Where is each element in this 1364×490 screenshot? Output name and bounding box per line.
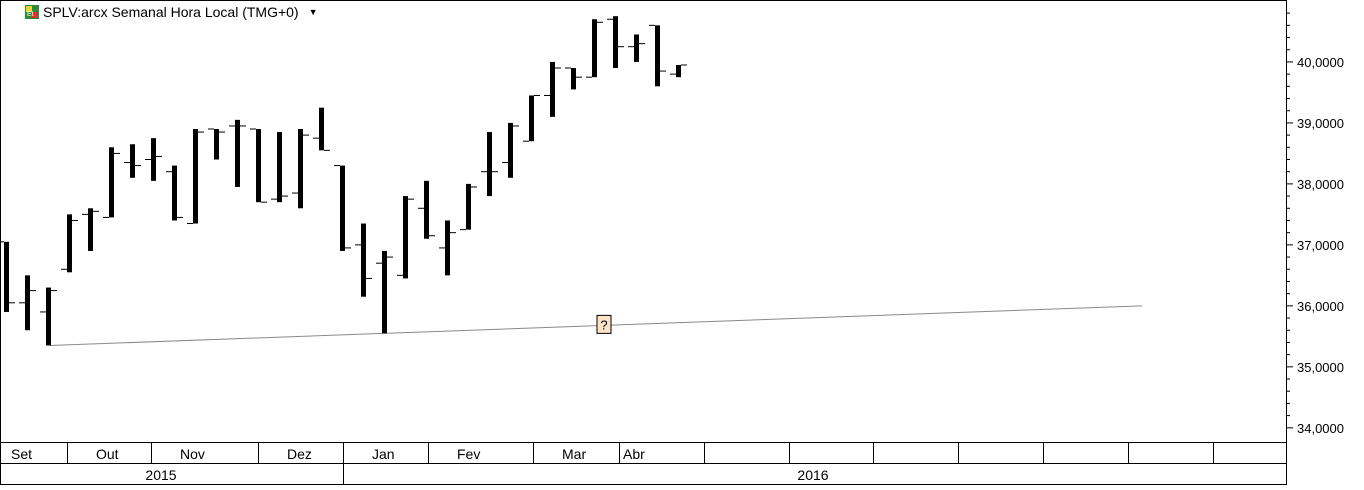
- ohlc-bar-range: [424, 180, 429, 239]
- ohlc-bar-range: [655, 25, 660, 87]
- ohlc-bar-range: [466, 183, 471, 230]
- ohlc-bar-range: [109, 147, 114, 218]
- month-label: Nov: [180, 446, 205, 462]
- ohlc-bar-range: [613, 16, 618, 69]
- ohlc-bar: [523, 94, 540, 142]
- trendline-layer: ?: [49, 305, 1143, 346]
- ohlc-bar: [124, 144, 141, 178]
- ohlc-bar: [544, 61, 561, 117]
- ohlc-bar-range: [46, 287, 51, 346]
- ohlc-bar: [376, 250, 393, 334]
- price-axis: 34,0000 35,0000 36,0000 37,0000 38,0000 39,00…: [1287, 12, 1344, 436]
- ohlc-bar: [670, 64, 687, 78]
- ohlc-bar-range: [277, 132, 282, 203]
- ohlc-bar: [19, 275, 36, 331]
- ohlc-bar-range: [235, 119, 240, 187]
- ohlc-bar-range: [676, 64, 681, 78]
- price-tick-label: 35,0000: [1297, 360, 1344, 375]
- ohlc-bar: [187, 129, 204, 225]
- chart-title: SPLV:arcx Semanal Hora Local (TMG+0): [43, 4, 299, 20]
- trendline: [49, 305, 1143, 346]
- trendline-marker-label: ?: [600, 317, 607, 332]
- ohlc-bar: [250, 128, 267, 203]
- ohlc-bar-range: [298, 129, 303, 209]
- ohlc-bars: [0, 16, 687, 346]
- ohlc-bar: [586, 19, 603, 78]
- ohlc-bar-range: [151, 138, 156, 181]
- price-tick-label: 40,0000: [1297, 55, 1344, 70]
- ohlc-bar-range: [571, 68, 576, 90]
- price-tick-label: 36,0000: [1297, 299, 1344, 314]
- ohlc-bar-range: [193, 129, 198, 224]
- month-label: Dez: [287, 446, 312, 462]
- ohlc-bar: [439, 220, 456, 276]
- ohlc-bar-range: [340, 165, 345, 251]
- price-tick-label: 38,0000: [1297, 177, 1344, 192]
- ohlc-bar-range: [25, 275, 30, 331]
- ohlc-bar: [40, 287, 57, 346]
- ohlc-bar: [103, 147, 120, 218]
- time-axis: Set Out Nov Dez Jan Fev Mar Abr 2015 2016: [11, 442, 1214, 485]
- ohlc-bar: [418, 180, 435, 239]
- svg-text:Et: Et: [27, 11, 34, 18]
- ohlc-bar-range: [214, 129, 219, 160]
- ohlc-bar-range: [361, 223, 366, 297]
- ohlc-bar: [607, 16, 624, 69]
- ohlc-bar-range: [508, 122, 513, 178]
- year-label: 2015: [145, 467, 176, 483]
- ohlc-bar: [355, 223, 372, 297]
- ohlc-bar-range: [88, 208, 93, 251]
- ohlc-bar: [460, 183, 477, 231]
- ohlc-bar: [292, 129, 309, 209]
- month-label: Out: [96, 446, 119, 462]
- ohlc-bar: [481, 132, 498, 197]
- ohlc-bar: [208, 128, 225, 160]
- chart-title-bar[interactable]: Et SPLV:arcx Semanal Hora Local (TMG+0) …: [25, 3, 318, 21]
- ohlc-bar: [397, 196, 414, 279]
- month-label: Jan: [372, 446, 395, 462]
- price-tick-label: 34,0000: [1297, 421, 1344, 436]
- ohlc-bar-range: [592, 19, 597, 78]
- ohlc-bar-range: [487, 132, 492, 197]
- ohlc-bar: [313, 107, 330, 151]
- price-tick-label: 39,0000: [1297, 116, 1344, 131]
- exchange-symbol-icon: Et: [25, 5, 39, 19]
- ohlc-bar-range: [256, 129, 261, 203]
- ohlc-bar: [271, 132, 288, 203]
- ohlc-bar-range: [403, 196, 408, 279]
- ohlc-bar-range: [4, 241, 9, 312]
- ohlc-bar-range: [319, 107, 324, 151]
- caret-down-icon[interactable]: ▼: [308, 7, 318, 17]
- ohlc-bar: [565, 67, 582, 90]
- month-label: Fev: [457, 446, 480, 462]
- ohlc-bar: [166, 165, 183, 221]
- ohlc-bar: [82, 208, 99, 251]
- ohlc-bar: [229, 119, 246, 187]
- ohlc-bar: [334, 165, 351, 251]
- ohlc-bar-range: [550, 61, 555, 117]
- ohlc-bar-range: [67, 214, 72, 273]
- ohlc-bar-range: [634, 34, 639, 62]
- ohlc-bar: [502, 122, 519, 178]
- ohlc-bar: [649, 24, 666, 87]
- ohlc-bar-range: [445, 220, 450, 276]
- ohlc-bar: [0, 241, 15, 312]
- plot-frame: [0, 0, 1287, 485]
- ohlc-bar-range: [382, 250, 387, 334]
- price-tick-label: 37,0000: [1297, 238, 1344, 253]
- month-label: Abr: [623, 446, 645, 462]
- ohlc-bar: [628, 34, 645, 62]
- ohlc-bar-range: [130, 144, 135, 178]
- trendline-marker-box: [596, 314, 612, 334]
- ohlc-bar: [145, 138, 162, 181]
- ohlc-bar-range: [172, 165, 177, 221]
- year-label: 2016: [797, 467, 828, 483]
- month-label: Set: [11, 446, 32, 462]
- month-label: Mar: [562, 446, 586, 462]
- ohlc-bar: [61, 214, 78, 273]
- ohlc-bar-range: [529, 95, 534, 142]
